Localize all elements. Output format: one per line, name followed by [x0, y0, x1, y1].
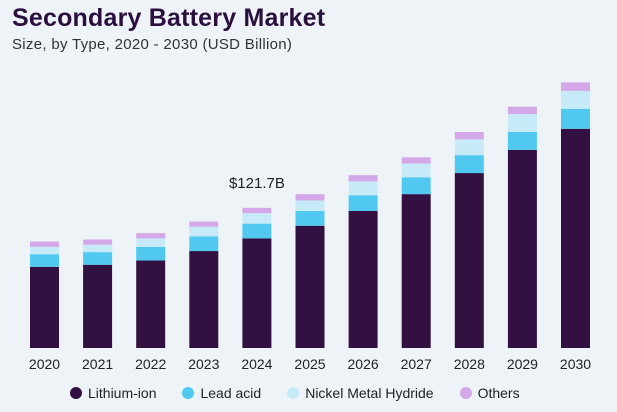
bar-2029-others — [507, 106, 537, 115]
x-tick-label: 2023 — [188, 356, 219, 372]
bar-2022-lead-acid — [136, 246, 166, 261]
bar-2020-nickel-metal-hydride — [30, 246, 59, 255]
bar-2025-lithium-ion — [295, 225, 325, 348]
bar-2021-lead-acid — [83, 252, 113, 265]
bar-2022-nickel-metal-hydride — [136, 238, 166, 247]
x-tick-label: 2025 — [294, 356, 325, 372]
chart-subtitle: Size, by Type, 2020 - 2030 (USD Billion) — [12, 36, 293, 53]
x-tick-label: 2030 — [560, 356, 591, 372]
legend-item: Nickel Metal Hydride — [287, 385, 434, 401]
legend-swatch — [70, 387, 82, 399]
bar-2026-others — [348, 175, 378, 182]
chart-title: Secondary Battery Market — [12, 4, 326, 32]
legend-item: Lead acid — [182, 385, 261, 401]
bar-2021-nickel-metal-hydride — [83, 244, 113, 253]
bar-2030-others — [561, 82, 590, 91]
x-tick-label: 2028 — [454, 356, 485, 372]
bar-2022-lithium-ion — [136, 260, 166, 348]
bar-2024-nickel-metal-hydride — [242, 213, 272, 224]
bar-2023-nickel-metal-hydride — [189, 226, 219, 237]
legend-swatch — [182, 387, 195, 399]
bar-2023-others — [189, 221, 219, 227]
bar-2030-lead-acid — [561, 108, 590, 129]
x-tick-label: 2026 — [348, 356, 379, 372]
legend-swatch — [287, 387, 300, 399]
bar-2027-lead-acid — [401, 177, 431, 195]
legend-label: Nickel Metal Hydride — [305, 385, 434, 401]
legend-item: Others — [459, 385, 520, 401]
bar-2029-nickel-metal-hydride — [507, 114, 537, 132]
bar-2024-lead-acid — [242, 223, 272, 239]
legend-label: Lithium-ion — [88, 385, 157, 401]
bar-2023-lithium-ion — [189, 251, 219, 348]
bar-2028-lithium-ion — [454, 173, 484, 348]
x-tick-label: 2027 — [401, 356, 432, 372]
bar-2028-others — [454, 131, 484, 140]
bar-2026-lithium-ion — [348, 211, 378, 348]
bar-2021-others — [83, 239, 113, 245]
chart-canvas: 2020 2021 2022 2023 2024 $121.7B 2025 2026 2027 2… — [29, 82, 591, 372]
bar-2025-lead-acid — [295, 211, 325, 226]
bar-2030-lithium-ion — [561, 128, 590, 348]
bar-2029-lead-acid — [507, 131, 537, 150]
x-tick-label: 2024 — [241, 356, 272, 372]
bar-2028-lead-acid — [454, 155, 484, 174]
bar-2020-others — [30, 241, 59, 247]
x-tick-label: 2029 — [507, 356, 538, 372]
annotation-label: $121.7B — [229, 175, 285, 192]
bar-2026-nickel-metal-hydride — [348, 181, 378, 196]
legend-label: Lead acid — [200, 385, 262, 401]
bar-2027-lithium-ion — [401, 194, 431, 348]
bar-2027-nickel-metal-hydride — [401, 163, 431, 178]
bar-2023-lead-acid — [189, 236, 219, 252]
bar-2025-others — [295, 194, 325, 201]
bar-2030-nickel-metal-hydride — [561, 90, 590, 109]
x-tick-label: 2020 — [29, 356, 60, 372]
x-tick-label: 2021 — [82, 356, 113, 372]
bar-2026-lead-acid — [348, 195, 378, 211]
bar-2021-lithium-ion — [83, 264, 113, 348]
bar-2022-others — [136, 233, 166, 239]
x-tick-label: 2022 — [135, 356, 166, 372]
bar-2029-lithium-ion — [507, 149, 537, 348]
bar-2020-lead-acid — [30, 254, 59, 267]
bar-2024-lithium-ion — [242, 238, 272, 348]
legend-swatch — [459, 387, 472, 399]
bar-2027-others — [401, 157, 431, 164]
legend-label: Others — [477, 385, 520, 401]
legend-item: Lithium-ion — [70, 385, 156, 401]
bar-2024-others — [242, 207, 272, 214]
bar-2028-nickel-metal-hydride — [454, 139, 484, 156]
bar-2020-lithium-ion — [30, 266, 59, 348]
bar-2025-nickel-metal-hydride — [295, 200, 325, 211]
chart-legend: Lithium-ion Lead acid Nickel Metal Hydride… — [70, 385, 520, 401]
